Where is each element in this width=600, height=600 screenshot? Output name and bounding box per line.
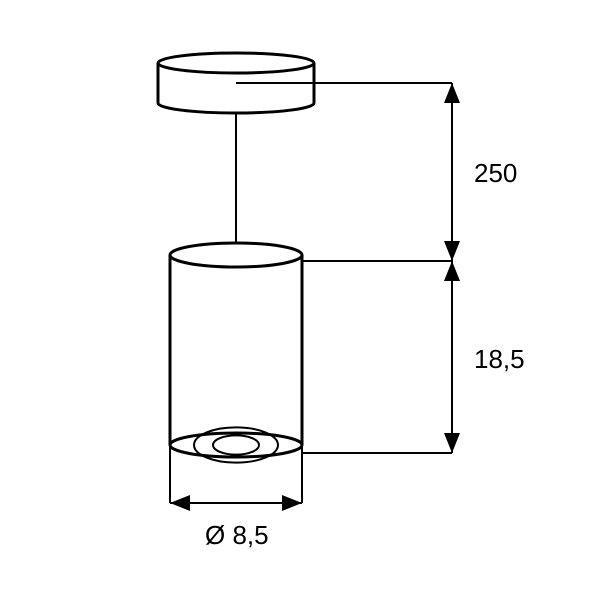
dim-cylinder-label: 18,5: [474, 344, 525, 375]
dim-width-label: Ø 8,5: [205, 520, 269, 551]
dim-cable-label: 250: [474, 158, 517, 189]
